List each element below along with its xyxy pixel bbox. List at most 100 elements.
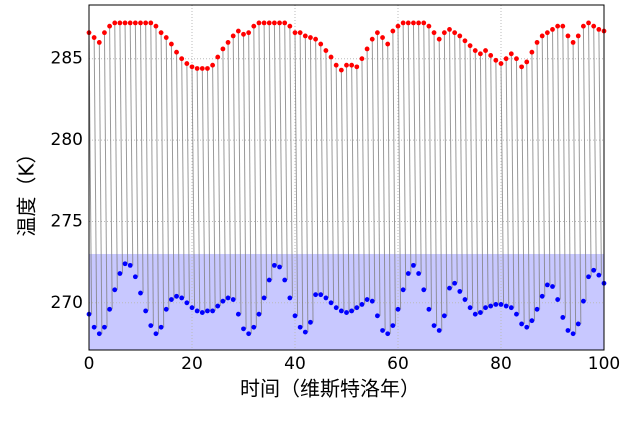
- point: [153, 23, 159, 29]
- point: [184, 61, 190, 66]
- stem: [392, 31, 396, 326]
- point: [287, 23, 293, 29]
- stem: [335, 65, 340, 308]
- point: [127, 262, 133, 268]
- point: [225, 295, 231, 301]
- point: [519, 321, 524, 327]
- stem: [356, 66, 360, 308]
- point: [179, 295, 185, 301]
- x-tick-label: 20: [181, 354, 203, 374]
- point: [555, 297, 561, 302]
- stem: [593, 26, 597, 271]
- stem: [428, 26, 432, 310]
- point: [467, 43, 473, 49]
- stem: [500, 63, 505, 305]
- stem: [109, 26, 113, 310]
- stem: [479, 53, 484, 313]
- point: [529, 318, 535, 324]
- x-tick-label: 100: [588, 354, 620, 374]
- point: [483, 305, 488, 311]
- point: [323, 295, 329, 301]
- point: [555, 23, 561, 29]
- point: [349, 62, 355, 68]
- point: [411, 262, 416, 268]
- point: [220, 46, 226, 52]
- x-tick-label: 60: [387, 354, 409, 374]
- point: [364, 46, 370, 52]
- point: [483, 48, 488, 53]
- point: [308, 35, 313, 40]
- point: [369, 36, 375, 42]
- stem: [588, 22, 592, 277]
- point: [405, 20, 411, 26]
- point: [344, 310, 349, 315]
- stem: [412, 22, 417, 266]
- point: [282, 20, 288, 26]
- stem: [268, 22, 273, 281]
- point: [421, 287, 427, 293]
- point: [369, 298, 375, 304]
- stem: [206, 68, 211, 311]
- point: [514, 311, 519, 317]
- stem: [315, 39, 319, 295]
- point: [421, 20, 427, 26]
- point: [591, 267, 597, 273]
- stem: [222, 48, 226, 302]
- point: [596, 272, 602, 278]
- stem: [325, 50, 329, 298]
- point: [205, 308, 210, 314]
- point: [462, 38, 468, 44]
- point: [220, 298, 226, 304]
- stem: [526, 61, 530, 328]
- point: [503, 303, 509, 309]
- point: [235, 28, 241, 34]
- stem: [243, 34, 247, 329]
- point: [251, 23, 257, 29]
- stem: [263, 22, 268, 298]
- stem: [98, 42, 103, 334]
- point: [112, 20, 118, 26]
- stem: [515, 58, 520, 315]
- point: [575, 33, 581, 39]
- point: [385, 41, 391, 47]
- point: [148, 323, 154, 328]
- point: [488, 53, 494, 58]
- point: [467, 305, 473, 311]
- stem: [150, 22, 154, 326]
- stem: [474, 50, 479, 315]
- point: [308, 319, 313, 325]
- point: [411, 20, 416, 26]
- point: [158, 324, 164, 330]
- point: [107, 306, 112, 312]
- x-tick-label: 80: [490, 354, 512, 374]
- point: [266, 20, 272, 26]
- point: [230, 297, 236, 302]
- point: [194, 308, 200, 314]
- point: [560, 315, 566, 320]
- point: [102, 30, 107, 36]
- point: [359, 56, 365, 62]
- stem: [186, 63, 190, 303]
- stem: [582, 26, 587, 302]
- point: [431, 323, 437, 328]
- point: [478, 51, 483, 57]
- stem: [232, 35, 237, 300]
- point: [297, 30, 303, 36]
- point: [524, 324, 530, 330]
- point: [508, 305, 514, 311]
- point: [235, 311, 241, 317]
- stem: [387, 44, 391, 334]
- stem: [454, 32, 458, 284]
- point: [143, 308, 149, 314]
- point: [472, 311, 478, 317]
- x-tick-label: 0: [84, 354, 95, 374]
- stem: [438, 39, 443, 331]
- stem: [289, 26, 293, 298]
- point: [400, 287, 406, 293]
- point: [127, 20, 133, 26]
- point: [570, 331, 576, 337]
- point: [395, 306, 401, 312]
- y-tick-label: 285: [51, 49, 83, 69]
- point: [570, 40, 576, 45]
